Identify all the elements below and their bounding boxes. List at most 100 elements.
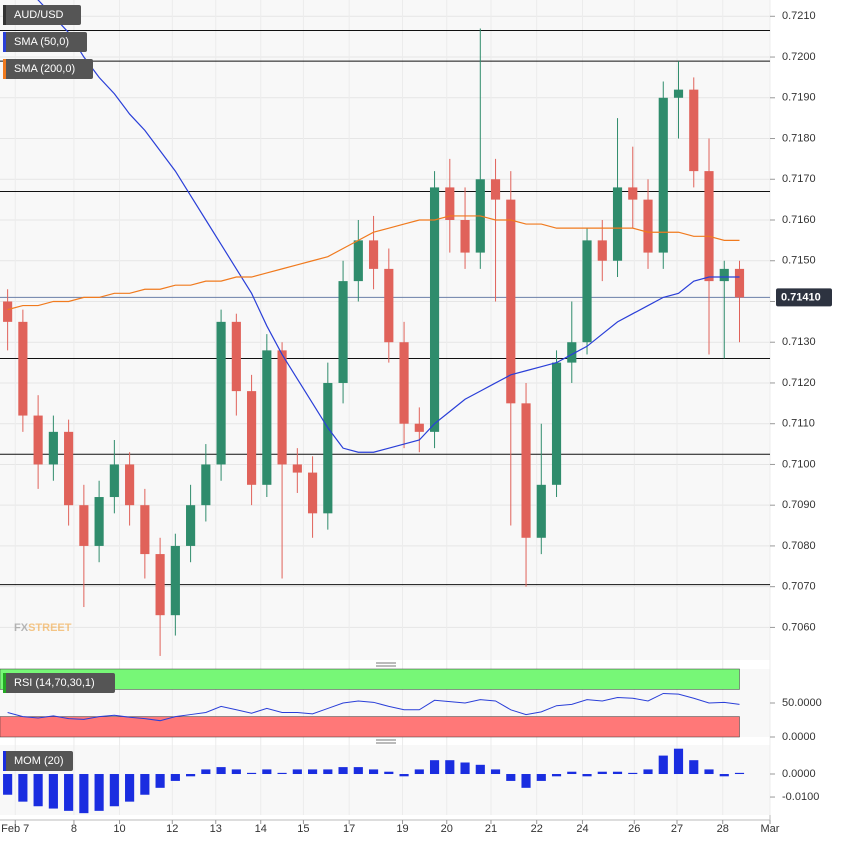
candle-body xyxy=(704,171,714,282)
candle-body xyxy=(384,268,394,343)
legend-box xyxy=(3,32,87,52)
x-tick-label: 13 xyxy=(210,823,222,835)
mom-bar xyxy=(308,769,318,775)
candle-body xyxy=(155,554,165,616)
mom-bar xyxy=(384,771,394,775)
mom-bar xyxy=(292,769,302,775)
candle-body xyxy=(292,464,302,473)
candle-body xyxy=(506,199,516,404)
mom-bar xyxy=(414,769,424,775)
mom-bar xyxy=(94,774,104,811)
x-tick-label: Feb 7 xyxy=(1,823,29,835)
x-tick-label: 24 xyxy=(576,823,588,835)
mom-bar xyxy=(353,767,363,775)
legend-swatch xyxy=(3,32,6,52)
x-tick-label: 19 xyxy=(396,823,408,835)
legend-label: MOM (20) xyxy=(14,755,64,767)
legend-box xyxy=(3,673,115,693)
mom-bar xyxy=(643,769,653,775)
candle-body xyxy=(247,391,257,485)
legend-box xyxy=(3,5,81,25)
watermark-part: FX xyxy=(14,622,29,634)
mom-bar xyxy=(201,769,211,775)
candle-body xyxy=(186,505,196,546)
mom-bar xyxy=(536,774,546,781)
mom-bar xyxy=(597,771,607,775)
x-tick-label: 17 xyxy=(343,823,355,835)
legend-swatch xyxy=(3,751,6,771)
mom-bar xyxy=(64,774,74,811)
rsi-line xyxy=(7,692,740,722)
mom-bar xyxy=(262,769,272,775)
candle-body xyxy=(201,464,211,506)
candle-body xyxy=(719,268,729,282)
mom-bar xyxy=(125,774,135,802)
mom-bar xyxy=(3,774,13,795)
mom-bar xyxy=(734,772,745,775)
y-tick-label: -0.0100 xyxy=(782,791,819,803)
mom-bar xyxy=(673,748,684,775)
y-tick-label: 0.7160 xyxy=(782,214,816,226)
candle-body xyxy=(414,423,424,432)
legend-swatch xyxy=(3,59,6,79)
candle-body xyxy=(277,350,287,465)
candle-body xyxy=(673,89,684,98)
candle-body xyxy=(689,89,699,172)
candle-body xyxy=(353,240,363,282)
candle-body xyxy=(445,187,455,220)
candle-body xyxy=(216,321,226,465)
mom-bar xyxy=(429,760,440,775)
mom-bar xyxy=(475,764,485,775)
mom-bar xyxy=(247,772,257,775)
y-tick-label: 0.7070 xyxy=(782,581,816,593)
legend-label: SMA (200,0) xyxy=(14,63,75,75)
candle-body xyxy=(643,199,653,253)
mom-bar xyxy=(323,769,333,775)
y-tick-label: 0.7110 xyxy=(782,418,815,430)
mom-bar xyxy=(399,774,409,777)
candle-body xyxy=(262,350,272,485)
mom-bar xyxy=(186,774,196,777)
mom-bar xyxy=(719,774,729,777)
legend-label: AUD/USD xyxy=(14,9,64,21)
mom-bar xyxy=(216,767,226,775)
mom-bar xyxy=(551,774,562,777)
watermark-part: STREET xyxy=(28,622,72,634)
y-tick-label: 0.7210 xyxy=(782,10,816,22)
panel-handle xyxy=(376,662,396,744)
x-tick-label: 12 xyxy=(166,823,178,835)
candle-body xyxy=(33,415,43,465)
overbought-zone xyxy=(0,668,740,690)
mom-bar xyxy=(460,762,470,775)
mom-bar xyxy=(140,774,150,795)
mom-bar xyxy=(231,769,241,775)
mom-bar xyxy=(612,771,623,775)
mom-bar xyxy=(490,769,501,775)
candle-body xyxy=(170,545,180,616)
y-tick-label: 50.0000 xyxy=(782,697,822,709)
legend-swatch xyxy=(3,5,6,25)
y-tick-label: 0.7100 xyxy=(782,458,816,470)
candle-body xyxy=(140,505,150,555)
mom-bar xyxy=(79,774,89,814)
candle-body xyxy=(231,321,241,392)
candle-body xyxy=(308,472,318,514)
candle-body xyxy=(125,464,135,506)
mom-bar xyxy=(567,771,577,775)
candle-body xyxy=(536,484,546,538)
mom-bar xyxy=(33,774,43,807)
candle-body xyxy=(734,268,745,298)
legend-label: RSI (14,70,30,1) xyxy=(14,677,95,689)
legend-swatch xyxy=(3,673,6,693)
legend-label: SMA (50,0) xyxy=(14,36,69,48)
candle-body xyxy=(521,403,531,538)
x-tick-label: 28 xyxy=(717,823,729,835)
x-tick-label: 14 xyxy=(255,823,267,835)
mom-bar xyxy=(704,769,714,775)
candle-body xyxy=(597,240,607,261)
mom-bar xyxy=(338,767,348,775)
mom-bar xyxy=(521,774,531,788)
legend-box xyxy=(3,59,93,79)
sma-line xyxy=(7,215,740,311)
